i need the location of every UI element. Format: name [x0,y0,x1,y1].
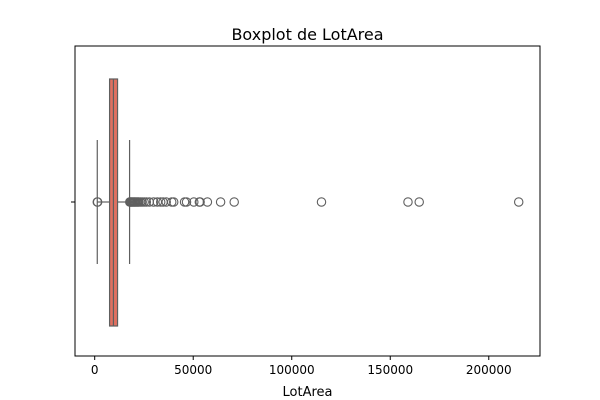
plot-area [74,45,541,357]
outlier-point [179,197,190,207]
outlier-point [414,197,424,207]
outlier-point [513,197,524,207]
outlier-point [155,197,166,207]
outlier-point [166,197,177,207]
x-tick-label: 50000 [174,363,212,377]
x-axis-label: LotArea [283,385,333,400]
outlier-point [403,197,413,207]
outlier-point [229,197,239,207]
outlier-point [202,197,213,207]
outlier-point [161,197,171,207]
outlier-point [181,197,192,207]
outlier-point [168,197,179,207]
x-tick-label: 150000 [367,363,413,377]
outlier-point [316,197,327,207]
outlier-point [92,197,103,207]
outlier-point [215,197,226,207]
x-tick-label: 100000 [269,363,315,377]
x-tick-label: 0 [91,363,99,377]
outlier-point [195,197,205,207]
axes-frame [74,45,541,357]
outlier-point [148,197,159,207]
outlier-point [189,197,199,207]
chart-title: Boxplot de LotArea [231,25,383,44]
outlier-point [141,197,152,207]
x-axis-ticks: 0 50000 100000 150000 200000 [71,201,512,377]
x-tick-label: 200000 [466,363,512,377]
